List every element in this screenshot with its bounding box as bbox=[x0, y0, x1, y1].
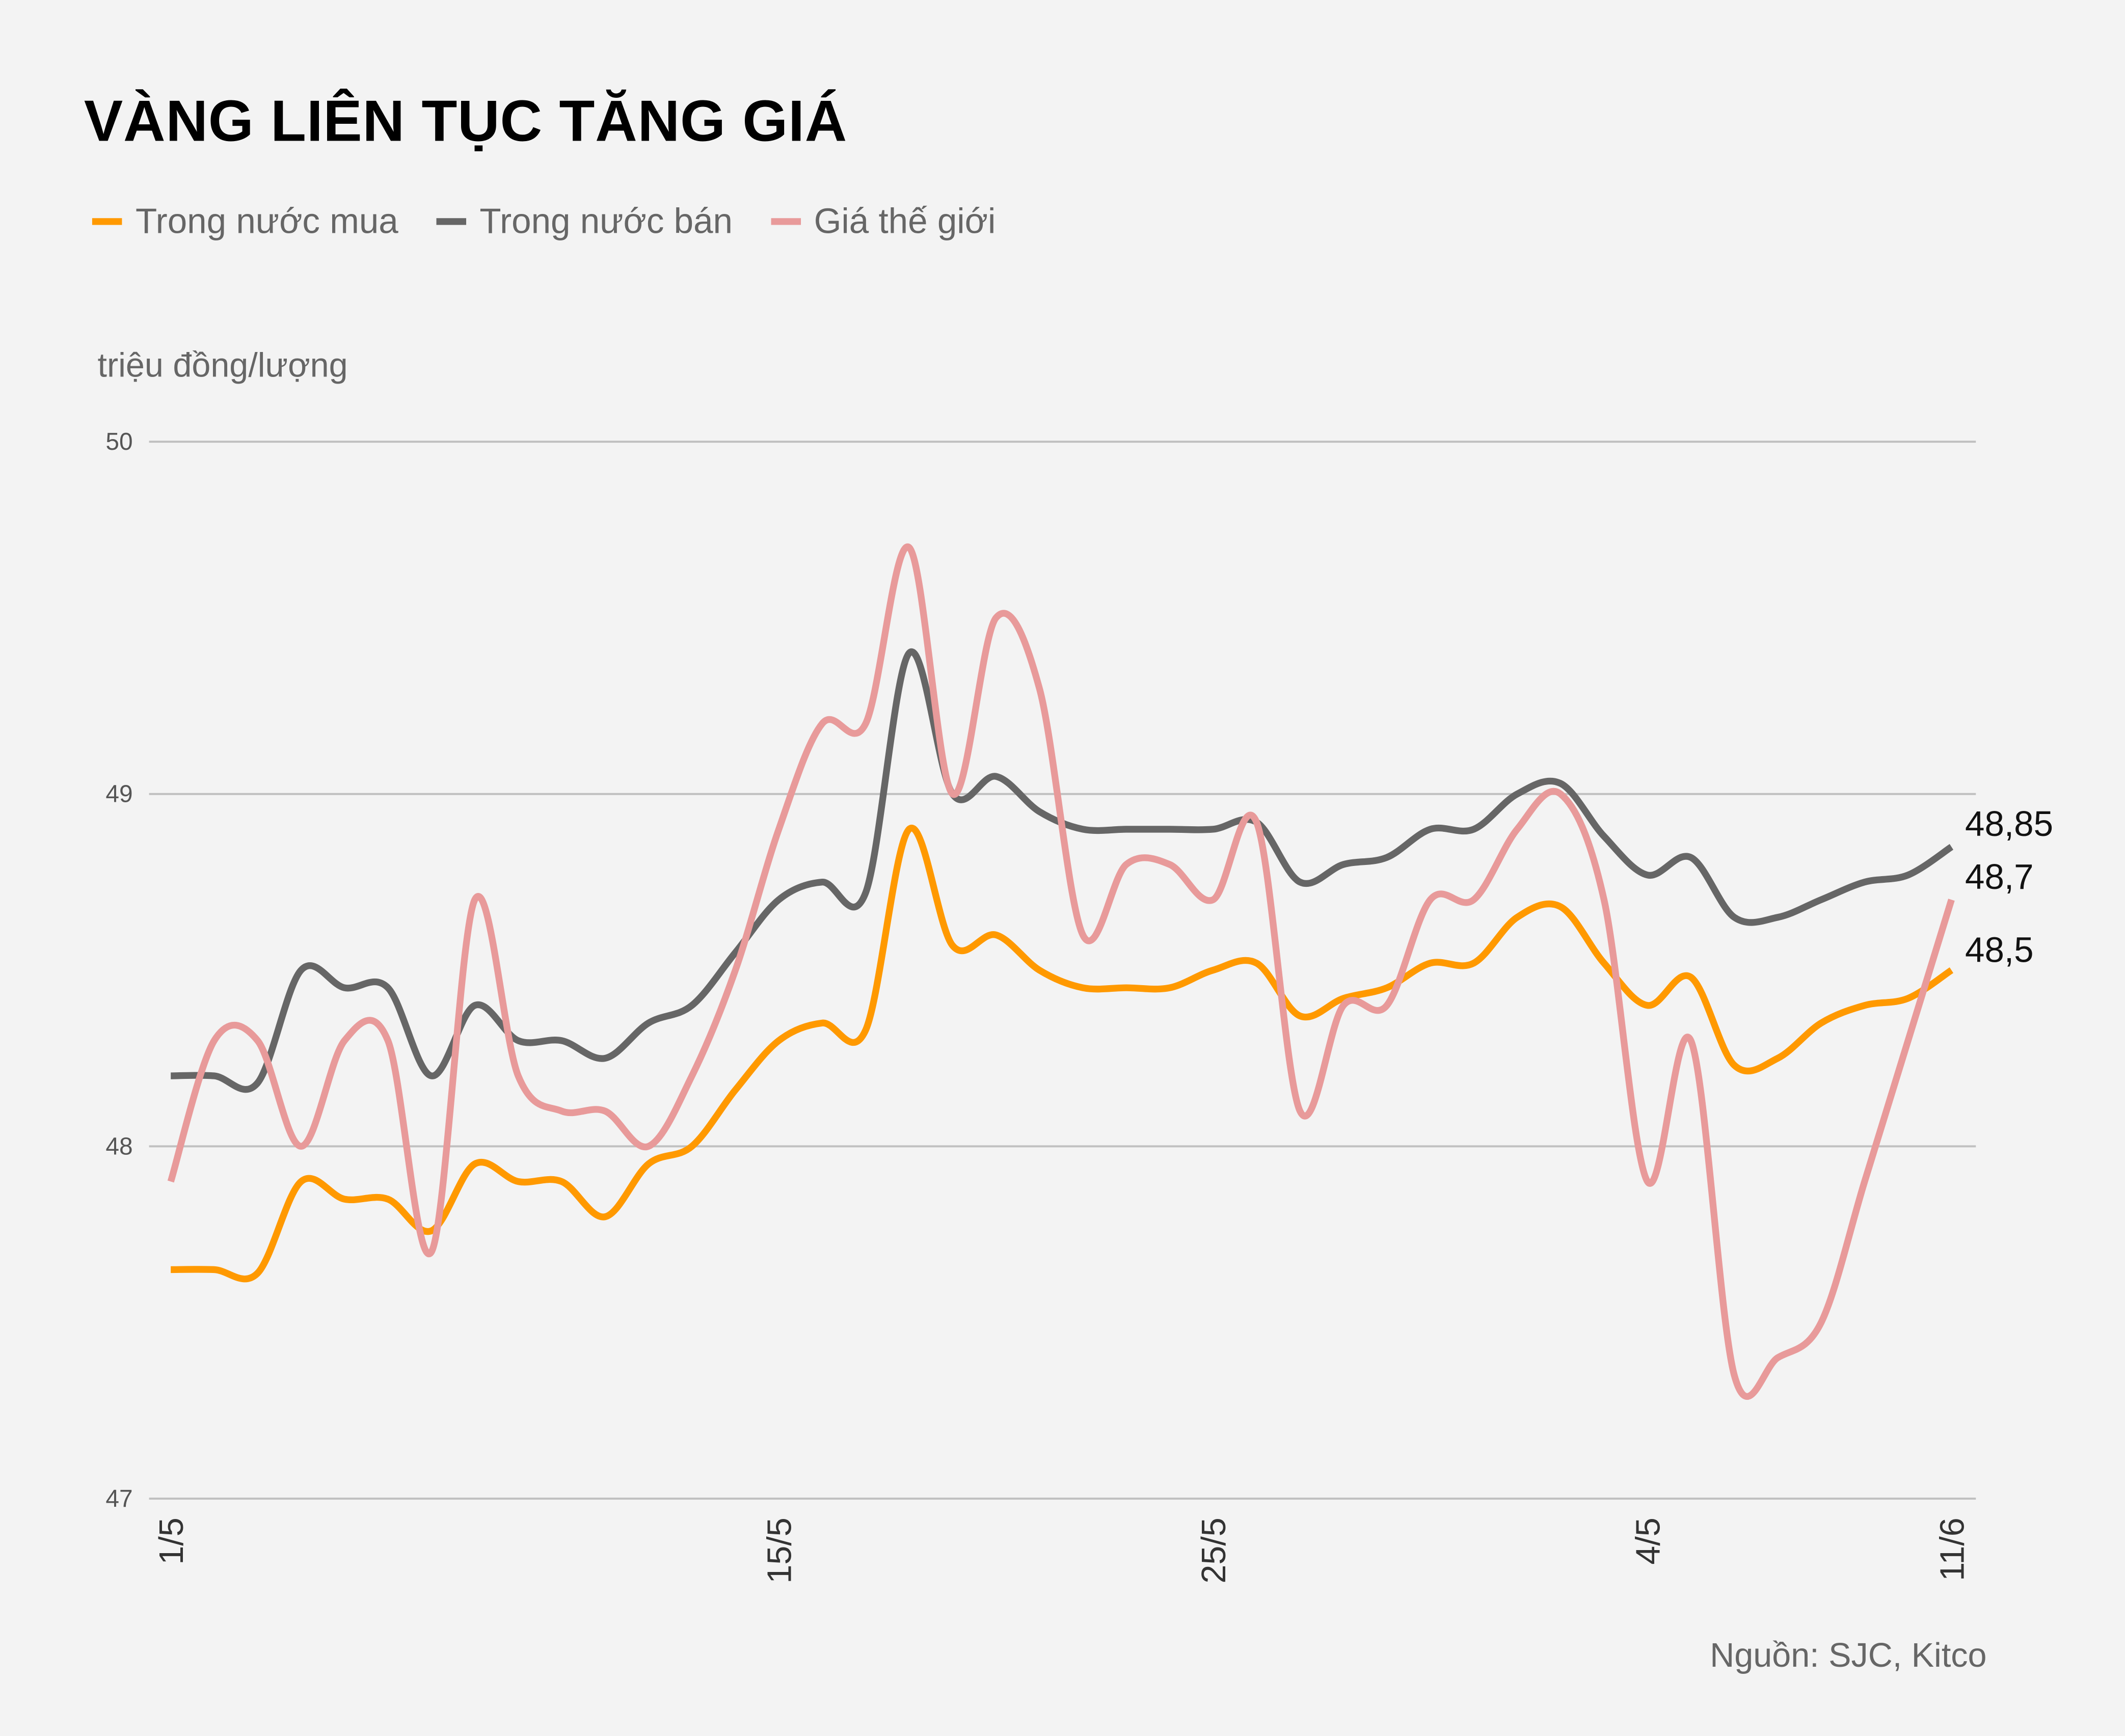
x-tick-label: 15/5 bbox=[761, 1517, 799, 1583]
legend-label-sell: Trong nước bán bbox=[479, 200, 733, 241]
source-note: Nguồn: SJC, Kitco bbox=[1710, 1637, 1987, 1675]
legend-label-world: Giá thế giới bbox=[814, 200, 996, 241]
series-line-1 bbox=[171, 824, 1954, 1283]
legend: Trong nước mua Trong nước bán Giá thế gi… bbox=[92, 201, 996, 242]
x-tick-label: 25/5 bbox=[1195, 1517, 1233, 1583]
y-tick-label: 49 bbox=[105, 781, 132, 808]
legend-item-sell: Trong nước bán bbox=[436, 201, 733, 242]
chart-title: VÀNG LIÊN TỤC TĂNG GIÁ bbox=[84, 89, 848, 155]
legend-swatch-sell bbox=[436, 218, 466, 225]
legend-item-buy: Trong nước mua bbox=[92, 201, 398, 242]
y-tick-label: 47 bbox=[105, 1485, 132, 1512]
legend-label-buy: Trong nước mua bbox=[136, 200, 398, 241]
y-tick-label: 48 bbox=[105, 1133, 132, 1160]
x-tick-label: 1/5 bbox=[153, 1517, 191, 1564]
legend-swatch-buy bbox=[92, 218, 122, 225]
x-tick-label: 11/6 bbox=[1933, 1517, 1971, 1581]
series-line-2 bbox=[171, 648, 1954, 1093]
end-value-label: 48,85 bbox=[1965, 804, 2053, 844]
y-axis-unit-label: triệu đồng/lượng bbox=[97, 346, 348, 385]
end-value-label: 48,7 bbox=[1965, 857, 2034, 897]
x-tick-label: 4/5 bbox=[1630, 1517, 1667, 1564]
series-line-3 bbox=[167, 543, 1955, 1400]
end-value-label: 48,5 bbox=[1965, 930, 2034, 970]
y-tick-label: 50 bbox=[105, 428, 132, 455]
legend-item-world: Giá thế giới bbox=[770, 200, 996, 242]
legend-swatch-world bbox=[770, 218, 801, 225]
